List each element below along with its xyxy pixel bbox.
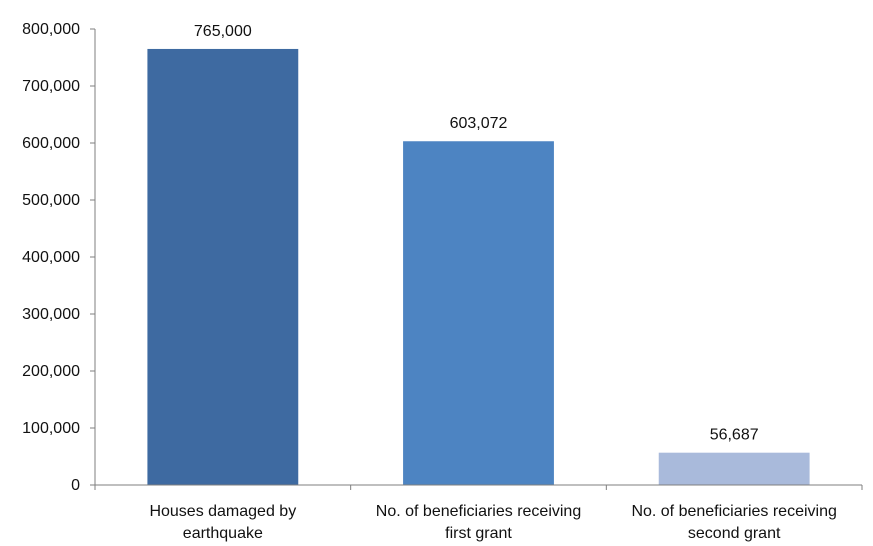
y-tick-label: 400,000 [22, 249, 80, 266]
category-label: No. of beneficiaries receiving second gra… [631, 503, 836, 542]
bar-data-label: 56,687 [710, 427, 759, 444]
category-label-line: earthquake [183, 525, 263, 542]
y-tick-label: 500,000 [22, 192, 80, 209]
bar-data-label: 765,000 [194, 23, 252, 40]
bar [658, 452, 810, 485]
y-tick-label: 600,000 [22, 135, 80, 152]
category-label-line: first grant [445, 525, 512, 542]
bar [147, 48, 299, 485]
category-label-line: Houses damaged by [149, 503, 296, 520]
category-label-line: No. of beneficiaries receiving [376, 503, 581, 520]
category-label-line: No. of beneficiaries receiving [631, 503, 836, 520]
category-label: Houses damaged by earthquake [149, 503, 296, 542]
bar-data-label: 603,072 [450, 115, 508, 132]
y-tick-label: 700,000 [22, 78, 80, 95]
y-tick-label: 0 [71, 477, 80, 494]
category-label-line: second grant [688, 525, 781, 542]
bar [403, 141, 554, 485]
x-axis: Houses damaged by earthquake No. of benefi… [94, 484, 863, 542]
category-label: No. of beneficiaries receiving first gran… [376, 503, 581, 542]
y-axis: 0 100,000 200,000 300,000 400,000 500,000 600,… [22, 21, 96, 494]
y-tick-label: 300,000 [22, 306, 80, 323]
bars: 765,000 603,072 56,687 [147, 23, 810, 485]
y-tick-label: 800,000 [22, 21, 80, 38]
y-tick-label: 100,000 [22, 420, 80, 437]
y-tick-label: 200,000 [22, 363, 80, 380]
